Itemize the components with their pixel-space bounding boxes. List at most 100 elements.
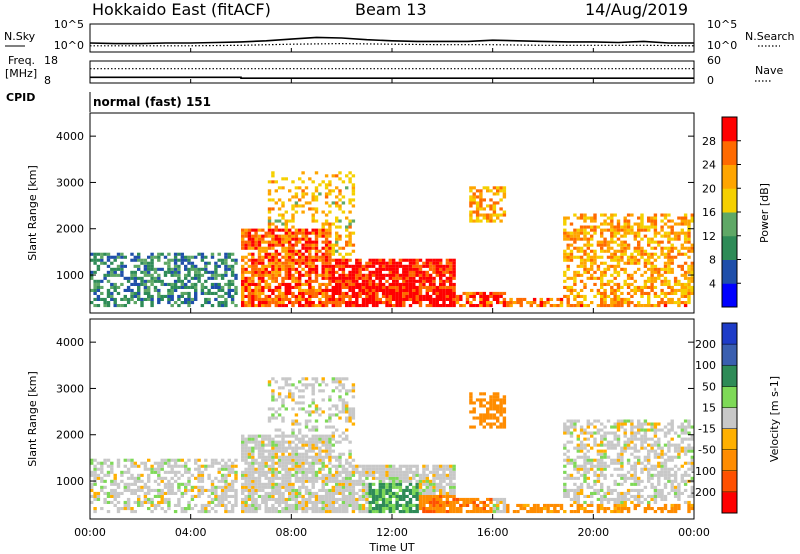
power-cell [616, 294, 621, 298]
velocity-cell [626, 491, 631, 495]
power-cell [637, 228, 641, 232]
velocity-cell [637, 500, 641, 504]
velocity-cell [220, 464, 225, 468]
power-cell [153, 276, 158, 280]
velocity-cell [600, 452, 604, 456]
velocity-cell [331, 413, 335, 417]
power-cell [173, 282, 178, 286]
velocity-cell [311, 449, 315, 453]
power-cell [566, 285, 570, 289]
velocity-cell [267, 434, 272, 438]
velocity-cell [103, 461, 107, 465]
power-cell [288, 246, 292, 250]
power-cell [680, 219, 684, 223]
power-cell [267, 294, 272, 298]
power-cell [338, 189, 342, 193]
power-cell [294, 282, 299, 286]
power-cell [603, 249, 607, 253]
velocity-cell [388, 494, 392, 498]
power-cell [328, 249, 332, 253]
power-cell [247, 246, 252, 250]
power-cell [335, 304, 339, 308]
power-cell [281, 237, 285, 241]
power-cell [241, 282, 245, 286]
power-cell [288, 270, 292, 274]
velocity-cell [116, 464, 121, 468]
power-cell [298, 177, 302, 181]
power-cell [267, 252, 272, 256]
velocity-cell [106, 510, 111, 514]
power-cell [385, 261, 389, 265]
velocity-cell [626, 510, 631, 514]
power-cell [133, 255, 137, 259]
velocity-cell [660, 470, 664, 474]
velocity-cell [650, 507, 654, 511]
velocity-cell [405, 476, 409, 480]
velocity-cell [596, 476, 601, 480]
velocity-cell [593, 431, 597, 435]
velocity-cell [271, 488, 275, 492]
velocity-cell [647, 503, 651, 507]
power-cell [610, 285, 614, 289]
power-cell [257, 228, 262, 232]
velocity-cell [569, 473, 574, 477]
velocity-cell [230, 467, 235, 471]
power-cell [573, 237, 577, 241]
power-cell [351, 174, 356, 178]
power-cell [432, 282, 436, 286]
power-cell [529, 304, 533, 308]
velocity-cell [633, 437, 637, 441]
power-cell [328, 225, 332, 229]
velocity-cell [173, 464, 178, 468]
velocity-cell [247, 507, 252, 511]
velocity-cell [355, 503, 359, 507]
velocity-cell [422, 470, 426, 474]
velocity-cell [271, 503, 275, 507]
velocity-cell [506, 503, 510, 507]
power-cell [435, 297, 439, 301]
velocity-cell [244, 507, 248, 511]
power-cell [257, 255, 262, 259]
power-cell [616, 270, 621, 274]
velocity-cell [328, 437, 332, 441]
velocity-cell [271, 494, 275, 498]
power-cell [137, 276, 141, 280]
velocity-cell [499, 510, 503, 514]
velocity-cell [267, 497, 272, 501]
power-cell [311, 216, 315, 220]
power-cell [247, 234, 252, 238]
power-cell [371, 258, 376, 262]
power-colorbar-segment [722, 140, 737, 165]
velocity-cell [596, 464, 601, 468]
power-cell [328, 288, 332, 292]
power-cell [593, 228, 597, 232]
velocity-cell [335, 470, 339, 474]
power-cell [610, 252, 614, 256]
power-cell [324, 273, 329, 277]
velocity-cell [623, 503, 627, 507]
velocity-cell [657, 461, 661, 465]
power-cell [519, 297, 523, 301]
power-cell [224, 261, 228, 265]
velocity-cell [304, 479, 309, 483]
velocity-cell [190, 507, 195, 511]
velocity-cell [623, 431, 627, 435]
velocity-cell [200, 464, 205, 468]
velocity-cell [516, 510, 520, 514]
velocity-cell [368, 510, 372, 514]
power-cell [603, 270, 607, 274]
power-cell [277, 304, 282, 308]
velocity-cell [412, 470, 416, 474]
power-cell [643, 258, 648, 262]
velocity-cell [304, 476, 309, 480]
velocity-cell [90, 473, 94, 477]
velocity-cell [331, 500, 335, 504]
velocity-cell [271, 413, 275, 417]
velocity-cell [606, 419, 611, 423]
power-cell [173, 279, 178, 283]
velocity-cell [284, 473, 288, 477]
power-cell [472, 219, 476, 223]
velocity-cell [103, 491, 107, 495]
power-cell [583, 228, 587, 232]
